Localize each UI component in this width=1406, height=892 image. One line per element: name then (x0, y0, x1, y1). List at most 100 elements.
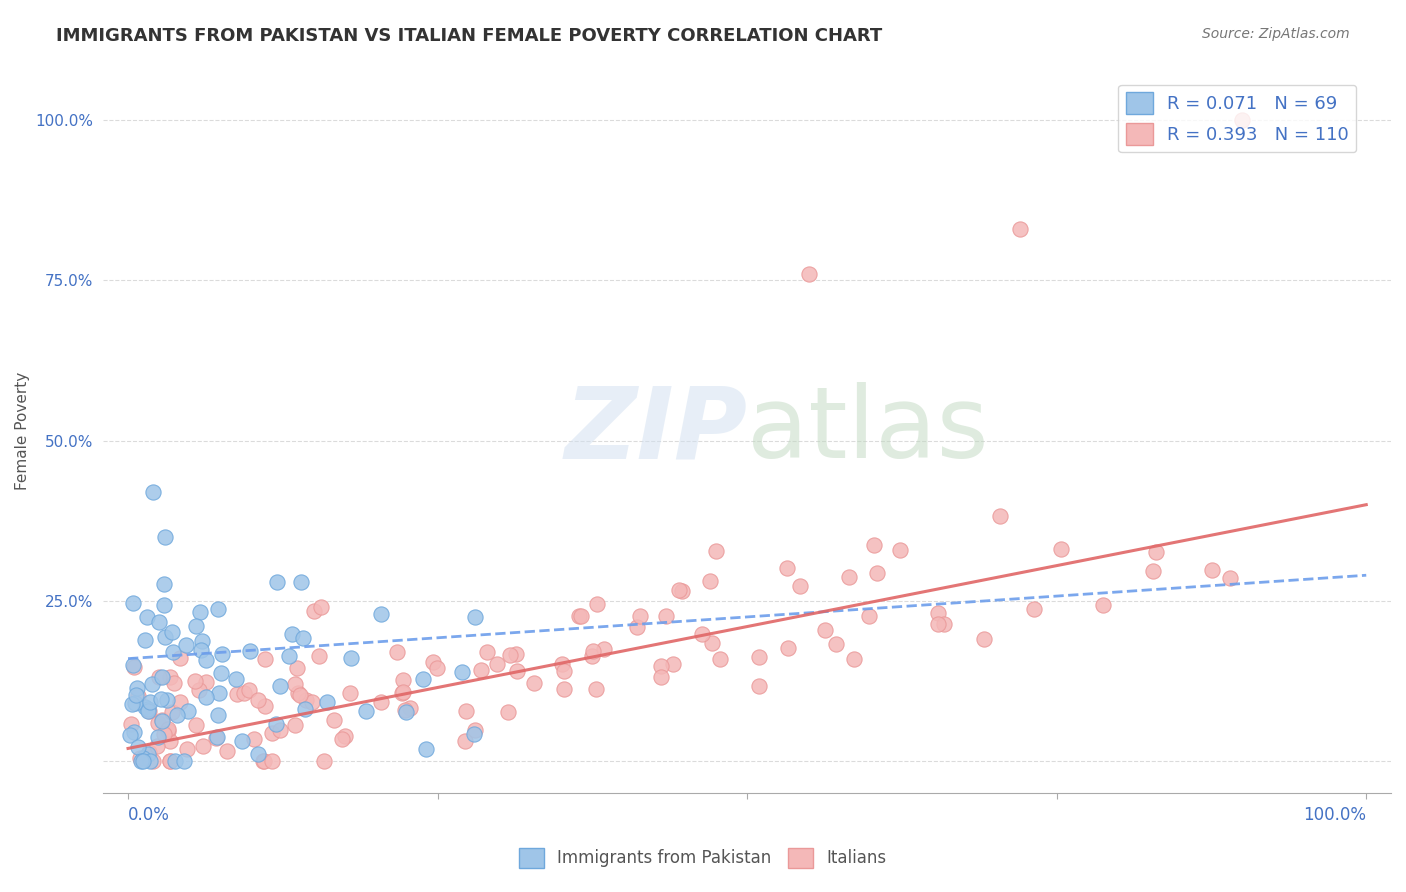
Point (316, 695, 339, 709)
Point (655, 608, 678, 623)
Point (568, 609, 591, 624)
Point (301, 696, 323, 710)
Point (150, 713, 173, 727)
Point (582, 644, 605, 658)
Point (138, 704, 160, 718)
Point (153, 577, 176, 591)
Point (264, 717, 287, 731)
Point (127, 681, 149, 695)
Point (195, 690, 218, 705)
Point (671, 584, 693, 599)
Point (551, 657, 574, 671)
Point (138, 695, 160, 709)
Point (136, 747, 159, 762)
Point (162, 644, 184, 658)
Point (308, 649, 330, 664)
Point (748, 679, 770, 693)
Point (252, 754, 274, 768)
Point (370, 607, 392, 621)
Point (973, 632, 995, 647)
Point (231, 734, 253, 748)
Point (650, 659, 672, 673)
Text: 0.0%: 0.0% (128, 806, 170, 824)
Point (135, 610, 157, 624)
Point (254, 698, 277, 713)
Point (145, 739, 167, 753)
Point (650, 670, 672, 684)
Point (184, 674, 207, 689)
Point (266, 574, 288, 589)
Point (159, 754, 181, 768)
Point (391, 686, 413, 700)
Point (124, 660, 146, 674)
Point (120, 717, 142, 731)
Point (464, 610, 486, 624)
Point (129, 754, 152, 768)
Point (456, 704, 478, 718)
Point (159, 733, 181, 747)
Point (294, 702, 316, 716)
Point (269, 723, 291, 737)
Point (778, 640, 800, 655)
Point (207, 707, 229, 722)
Point (1050, 542, 1073, 557)
Point (132, 754, 155, 768)
Point (153, 630, 176, 644)
Point (858, 609, 880, 624)
Point (177, 704, 200, 718)
Point (127, 739, 149, 754)
Point (463, 727, 485, 741)
Point (1008, 222, 1031, 236)
Point (385, 645, 408, 659)
Point (866, 566, 889, 580)
Point (1219, 571, 1241, 585)
Legend: Immigrants from Pakistan, Italians: Immigrants from Pakistan, Italians (512, 841, 894, 875)
Point (789, 579, 811, 593)
Point (209, 665, 232, 680)
Point (704, 544, 727, 558)
Text: 100.0%: 100.0% (1303, 806, 1367, 824)
Point (159, 754, 181, 768)
Point (1201, 563, 1223, 577)
Point (927, 607, 949, 621)
Point (146, 730, 169, 744)
Point (188, 605, 211, 619)
Point (470, 663, 492, 677)
Point (626, 619, 648, 633)
Point (464, 723, 486, 738)
Point (506, 664, 529, 678)
Legend: R = 0.071   N = 69, R = 0.393   N = 110: R = 0.071 N = 69, R = 0.393 N = 110 (1119, 85, 1357, 153)
Point (141, 677, 163, 691)
Point (412, 672, 434, 686)
Point (283, 717, 305, 731)
Point (127, 689, 149, 703)
Point (391, 685, 413, 699)
Point (454, 734, 477, 748)
Point (217, 744, 239, 758)
Point (1142, 564, 1164, 578)
Point (190, 634, 212, 648)
Point (586, 597, 609, 611)
Point (569, 609, 592, 624)
Point (498, 648, 520, 663)
Point (288, 688, 311, 702)
Point (163, 675, 186, 690)
Point (142, 754, 165, 768)
Point (149, 692, 172, 706)
Point (138, 745, 160, 759)
Point (208, 686, 231, 700)
Point (205, 731, 228, 745)
Point (451, 665, 474, 679)
Point (150, 714, 173, 729)
Point (485, 657, 508, 672)
Point (581, 649, 603, 664)
Text: atlas: atlas (747, 383, 988, 479)
Point (195, 674, 218, 689)
Point (160, 625, 183, 640)
Point (415, 742, 437, 756)
Point (136, 704, 159, 718)
Point (709, 652, 731, 666)
Point (184, 619, 207, 633)
Point (628, 609, 651, 624)
Point (668, 582, 690, 597)
